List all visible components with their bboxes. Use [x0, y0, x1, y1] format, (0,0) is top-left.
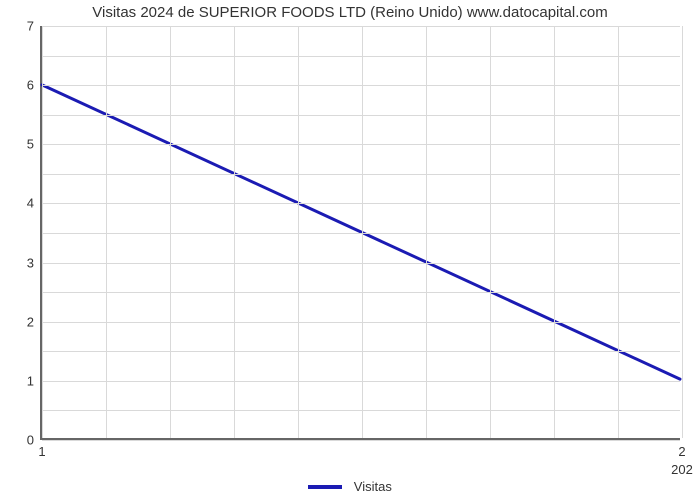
legend-label: Visitas: [354, 479, 392, 494]
x-tick-label: 1: [38, 438, 45, 459]
grid-line-horizontal: [42, 381, 680, 382]
grid-line-vertical: [490, 26, 491, 438]
y-tick-label: 2: [27, 314, 42, 329]
y-tick-label: 1: [27, 373, 42, 388]
grid-line-horizontal-minor: [42, 174, 680, 175]
grid-line-horizontal-minor: [42, 410, 680, 411]
series-line-visitas: [42, 85, 680, 379]
legend-swatch: [308, 485, 342, 489]
grid-line-horizontal-minor: [42, 351, 680, 352]
y-tick-label: 6: [27, 78, 42, 93]
plot-area: 0123456712202: [40, 26, 680, 440]
grid-line-vertical: [298, 26, 299, 438]
chart-title: Visitas 2024 de SUPERIOR FOODS LTD (Rein…: [0, 4, 700, 21]
grid-line-vertical: [618, 26, 619, 438]
legend: Visitas: [0, 478, 700, 494]
grid-line-vertical: [170, 26, 171, 438]
grid-line-vertical: [426, 26, 427, 438]
grid-line-horizontal: [42, 263, 680, 264]
grid-line-vertical: [682, 26, 683, 438]
grid-line-horizontal-minor: [42, 115, 680, 116]
series-svg: [42, 26, 680, 438]
x-axis-sublabel: 202: [671, 438, 693, 477]
grid-line-vertical: [234, 26, 235, 438]
grid-line-vertical: [362, 26, 363, 438]
grid-line-horizontal: [42, 203, 680, 204]
grid-line-vertical: [106, 26, 107, 438]
grid-line-horizontal: [42, 440, 680, 441]
y-tick-label: 5: [27, 137, 42, 152]
grid-line-horizontal: [42, 85, 680, 86]
grid-line-horizontal-minor: [42, 292, 680, 293]
grid-line-horizontal: [42, 144, 680, 145]
y-tick-label: 3: [27, 255, 42, 270]
y-tick-label: 4: [27, 196, 42, 211]
chart-container: Visitas 2024 de SUPERIOR FOODS LTD (Rein…: [0, 0, 700, 500]
y-tick-label: 7: [27, 19, 42, 34]
grid-line-horizontal-minor: [42, 233, 680, 234]
grid-line-horizontal: [42, 26, 680, 27]
grid-line-vertical: [554, 26, 555, 438]
grid-line-horizontal-minor: [42, 56, 680, 57]
grid-line-horizontal: [42, 322, 680, 323]
grid-line-vertical: [42, 26, 43, 438]
